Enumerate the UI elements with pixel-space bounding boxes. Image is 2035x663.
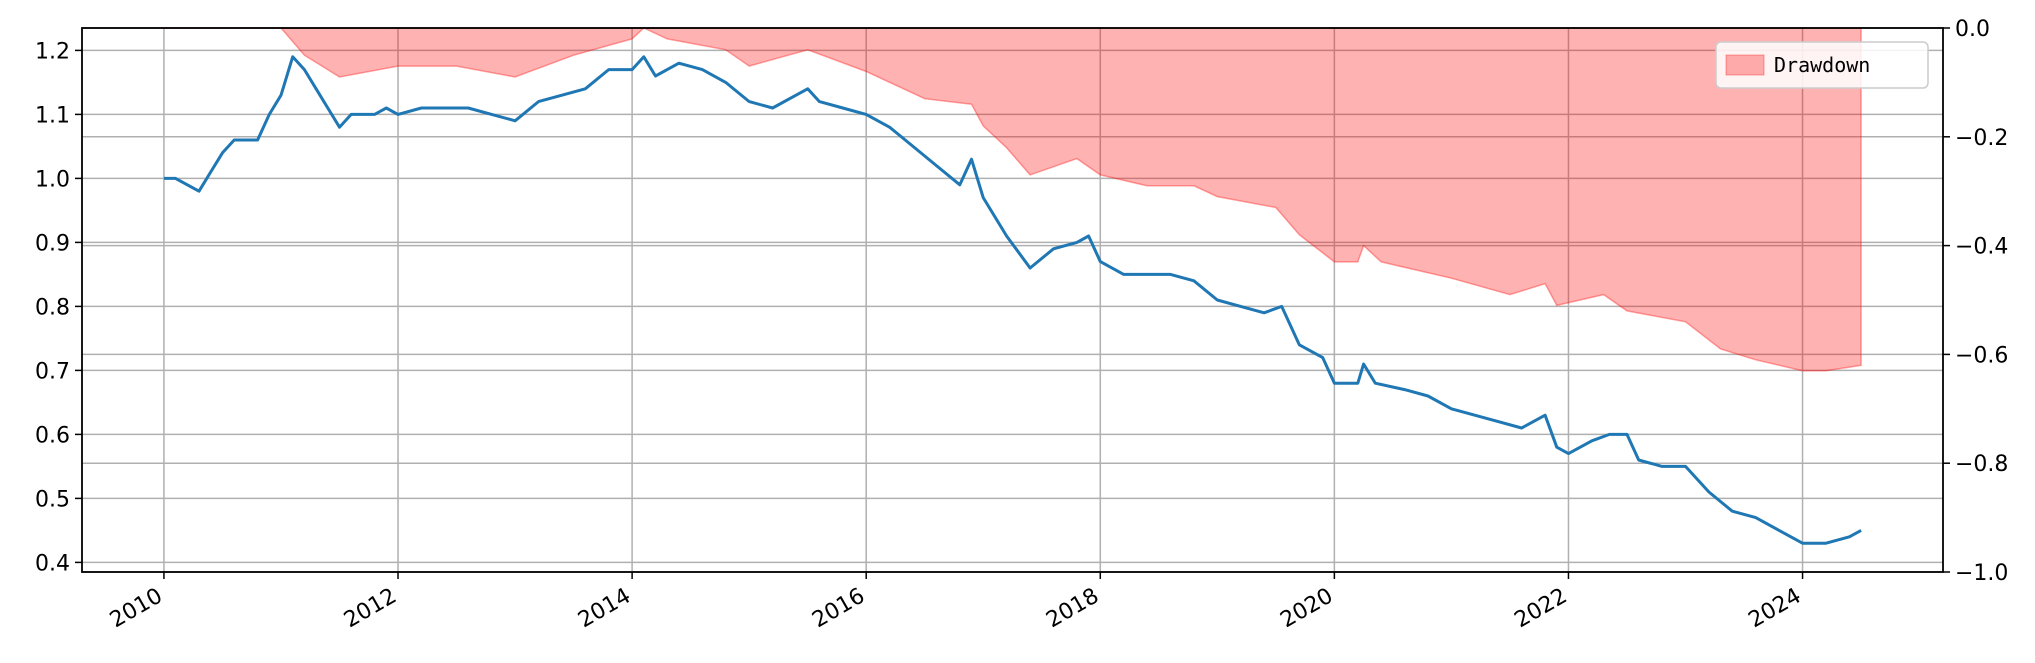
- y-left-tick-label: 1.0: [35, 167, 70, 192]
- y-left-tick-label: 0.6: [35, 423, 70, 448]
- x-tick-label: 2024: [1745, 584, 1806, 634]
- legend-box: [1715, 41, 1929, 89]
- equity-line: [163, 55, 1862, 545]
- y-right-tick-label: 0.0: [1955, 17, 1990, 42]
- x-tick-label: 2018: [1042, 584, 1103, 634]
- y-left-tick-label: 0.4: [35, 551, 70, 576]
- drawdown-area-layer: [163, 27, 1862, 372]
- x-tick-label: 2014: [574, 584, 635, 634]
- legend-swatch: [1725, 54, 1765, 76]
- equity-line-layer: [163, 55, 1862, 545]
- y-right-tick-label: −0.4: [1955, 235, 2008, 260]
- y-left-tick-label: 0.5: [35, 487, 70, 512]
- legend: Drawdown: [1715, 41, 1929, 89]
- drawdown-area: [163, 27, 1862, 372]
- x-tick-label: 2016: [808, 584, 869, 634]
- y-left-tick-label: 0.8: [35, 295, 70, 320]
- legend-label: Drawdown: [1774, 53, 1870, 77]
- x-tick-label: 2020: [1276, 584, 1337, 634]
- y-right-tick-label: −0.6: [1955, 343, 2008, 368]
- plot-frame: [81, 27, 1944, 573]
- y-left-tick-label: 1.1: [35, 103, 70, 128]
- y-left-tick-label: 0.9: [35, 231, 70, 256]
- x-tick-label: 2012: [340, 584, 401, 634]
- x-tick-label: 2010: [106, 584, 167, 634]
- y-left-tick-label: 1.2: [35, 39, 70, 64]
- y-right-tick-label: −0.2: [1955, 126, 2008, 151]
- y-left-tick-label: 0.7: [35, 359, 70, 384]
- y-right-tick-label: −1.0: [1955, 561, 2008, 586]
- y-right-tick-label: −0.8: [1955, 452, 2008, 477]
- x-tick-label: 2022: [1510, 584, 1571, 634]
